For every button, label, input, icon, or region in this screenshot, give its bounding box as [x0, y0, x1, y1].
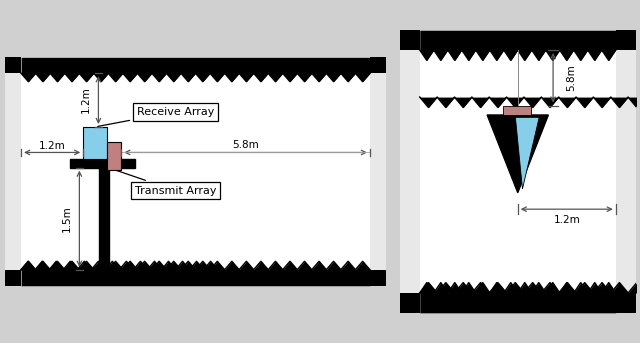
Polygon shape [515, 117, 539, 189]
Bar [21, 73, 370, 270]
Bar [502, 106, 531, 115]
Text: Receive Array: Receive Array [98, 107, 214, 127]
Bar [99, 168, 109, 270]
Bar [616, 30, 636, 50]
Text: Transmit Array: Transmit Array [116, 170, 216, 196]
Text: 1.2m: 1.2m [39, 141, 65, 151]
Bar [107, 142, 121, 169]
Text: 1.5m: 1.5m [62, 205, 72, 232]
Text: 5.8m: 5.8m [232, 140, 259, 150]
Bar [83, 127, 107, 159]
Text: 1.2m: 1.2m [81, 87, 92, 114]
Text: 5.8m: 5.8m [566, 64, 576, 91]
Bar [400, 30, 420, 50]
Bar [370, 270, 386, 286]
Bar [5, 270, 21, 286]
Text: 1.2m: 1.2m [554, 214, 580, 225]
Bar [616, 293, 636, 313]
Polygon shape [487, 115, 548, 193]
Bar [400, 293, 420, 313]
Bar [370, 57, 386, 73]
Bar [70, 159, 134, 168]
Bar [5, 57, 21, 73]
Bar [420, 50, 616, 293]
